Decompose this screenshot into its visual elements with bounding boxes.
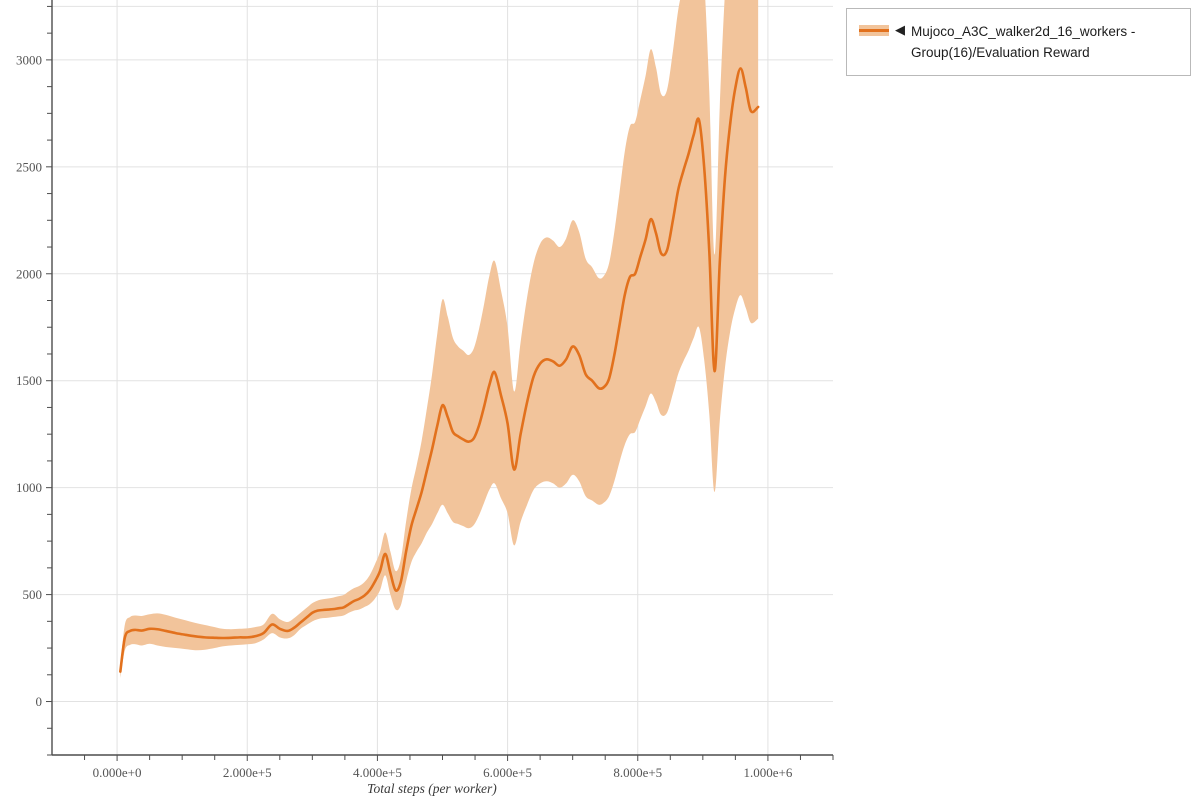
x-tick-label: 1.000e+6 — [743, 765, 792, 780]
y-tick-label: 3000 — [16, 52, 42, 67]
x-axis-title: Total steps (per worker) — [367, 781, 497, 796]
y-tick-label: 1000 — [16, 480, 42, 495]
series-band-area — [120, 0, 759, 678]
evaluation-reward-line-chart: 0 500 1000 1500 2000 2500 3000 0.000e+0 2.000e+… — [16, 0, 834, 796]
y-tick-label: 2500 — [16, 159, 42, 174]
legend-left-triangle-icon: ◀ — [895, 22, 905, 37]
y-tick-label: 0 — [36, 694, 43, 709]
series-mean-line — [119, 67, 760, 673]
x-tick-label: 6.000e+5 — [483, 765, 532, 780]
x-tick-labels: 0.000e+0 2.000e+5 4.000e+5 6.000e+5 8.000e+5… — [93, 765, 793, 780]
chart-legend[interactable]: ◀ Mujoco_A3C_walker2d_16_workers - Group… — [846, 8, 1191, 76]
x-tick-label: 4.000e+5 — [353, 765, 402, 780]
y-tick-label: 1500 — [16, 373, 42, 388]
confidence-band — [120, 0, 759, 678]
x-tick-label: 0.000e+0 — [93, 765, 142, 780]
plot-area: 0 500 1000 1500 2000 2500 3000 0.000e+0 2.000e+… — [16, 0, 834, 796]
y-tick-label: 500 — [23, 587, 43, 602]
x-tick-label: 2.000e+5 — [223, 765, 272, 780]
y-tick-labels: 0 500 1000 1500 2000 2500 3000 — [16, 52, 42, 709]
legend-color-swatch — [859, 22, 889, 38]
series-line — [119, 67, 760, 673]
y-tick-label: 2000 — [16, 266, 42, 281]
axes — [46, 0, 834, 761]
legend-entry-label: Mujoco_A3C_walker2d_16_workers - Group(1… — [911, 24, 1136, 60]
legend-line-swatch — [859, 29, 889, 32]
x-tick-label: 8.000e+5 — [613, 765, 662, 780]
